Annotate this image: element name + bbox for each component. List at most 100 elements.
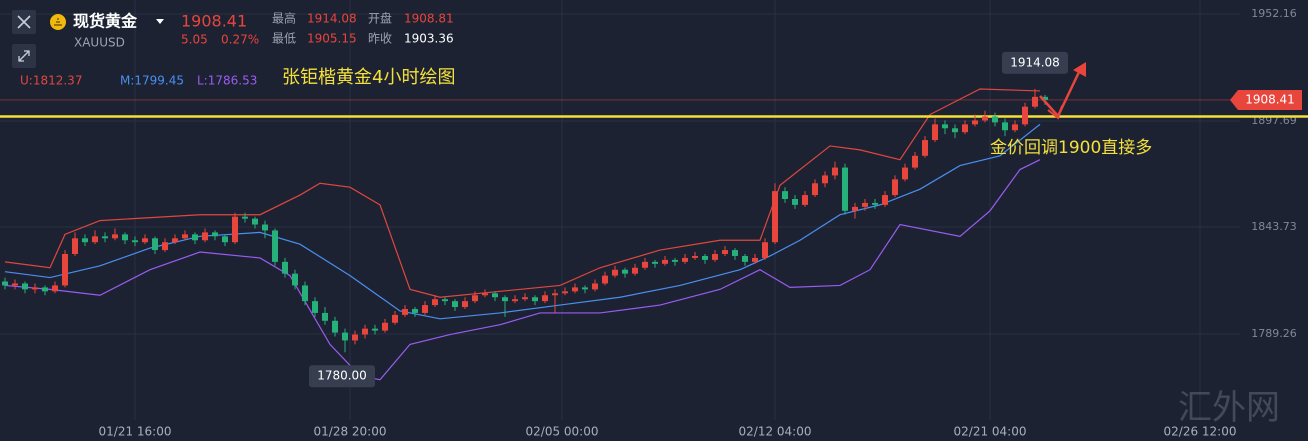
candle-body	[212, 232, 218, 237]
low-label: 最低	[272, 32, 296, 46]
x-tick-label: 02/21 04:00	[954, 425, 1027, 439]
candle-body	[192, 234, 198, 241]
candle-body	[12, 283, 18, 286]
candle-body	[1022, 106, 1028, 125]
candle-body	[632, 267, 638, 274]
chart-title: 张钜楷黄金4小时绘图	[282, 67, 455, 88]
candle-body	[652, 261, 658, 264]
candle-body	[422, 305, 428, 313]
candle-body	[32, 287, 38, 290]
candle-body	[502, 297, 508, 302]
y-tick-label: 1789.26	[1251, 327, 1297, 340]
candle-body	[842, 167, 848, 211]
high-label: 1914.08	[1010, 55, 1060, 69]
candle-body	[292, 273, 298, 286]
candle-body	[922, 140, 928, 156]
candle-body	[902, 167, 908, 180]
y-tick-label: 1952.16	[1251, 7, 1297, 20]
annotation: 金价回调1900直接多	[990, 138, 1152, 158]
symbol-dropdown[interactable]	[156, 19, 164, 24]
candle-body	[272, 230, 278, 262]
candle-body	[462, 301, 468, 308]
candle-body	[82, 238, 88, 243]
candle-body	[352, 334, 358, 341]
prev-close: 1903.36	[404, 32, 454, 46]
candle-body	[582, 287, 588, 290]
candle-body	[332, 320, 338, 333]
candle-body	[1032, 96, 1038, 107]
candle-body	[812, 183, 818, 196]
candle-body	[222, 236, 228, 243]
candle-body	[162, 242, 168, 251]
candle-body	[702, 255, 708, 260]
low-bubble	[309, 365, 375, 388]
candle-body	[622, 269, 628, 274]
header: 现货黄金 XAUUSD 1908.41 5.05 0.27% 最高 1914.0…	[12, 10, 454, 68]
price-tag-label: 1908.41	[1245, 92, 1295, 106]
watermark: 汇外网	[1178, 388, 1280, 428]
candle-body	[552, 293, 558, 296]
x-tick-label: 02/05 00:00	[526, 425, 599, 439]
candle-body	[122, 234, 128, 241]
shrink-icon	[18, 50, 30, 62]
candle-body	[592, 283, 598, 290]
price: 1908.41	[181, 12, 247, 31]
candle-body	[722, 250, 728, 255]
candle-body	[22, 283, 28, 290]
candle-body	[452, 301, 458, 308]
low: 1905.15	[307, 32, 357, 46]
candle-body	[72, 238, 78, 255]
candle-body	[382, 322, 388, 331]
candle-body	[112, 234, 118, 239]
candle-body	[342, 332, 348, 341]
symbol-code: XAUUSD	[74, 36, 125, 50]
candle-body	[492, 293, 498, 298]
candle-body	[932, 124, 938, 141]
candle-body	[872, 202, 878, 205]
candle-body	[322, 312, 328, 321]
candle-body	[232, 216, 238, 243]
candle-body	[132, 240, 138, 243]
candle-body	[202, 232, 208, 241]
candle-body	[152, 238, 158, 251]
candle-body	[472, 295, 478, 302]
candle-body	[412, 309, 418, 313]
candle-body	[852, 206, 858, 211]
high-label: 最高	[272, 11, 296, 26]
candle-body	[882, 195, 888, 205]
price-tag	[1230, 89, 1302, 110]
candle-body	[242, 216, 248, 219]
candle-body	[1012, 124, 1018, 131]
candle-body	[602, 275, 608, 284]
candle-body	[822, 175, 828, 184]
candle-body	[562, 291, 568, 294]
gold-icon-bars	[54, 18, 62, 26]
candle-body	[832, 167, 838, 176]
candle-body	[912, 155, 918, 168]
candle-body	[942, 124, 948, 129]
x-tick-label: 02/26 12:00	[1164, 425, 1237, 439]
candle-body	[142, 238, 148, 243]
candle-body	[362, 328, 368, 335]
candle-body	[442, 299, 448, 302]
candle-body	[62, 254, 68, 286]
open: 1908.81	[404, 12, 454, 26]
candle-body	[542, 295, 548, 302]
band-line	[4, 123, 1041, 320]
candle-body	[672, 259, 678, 262]
candle-body	[262, 224, 268, 231]
candle-body	[282, 261, 288, 274]
band-line	[4, 159, 1041, 381]
change-pct: 0.27%	[221, 33, 259, 47]
legend-entry: M:1799.45	[120, 74, 184, 88]
candle-body	[92, 236, 98, 243]
x-tick-label: 01/28 20:00	[314, 425, 387, 439]
candle-body	[432, 299, 438, 306]
candle-body	[612, 269, 618, 276]
candle-body	[782, 191, 788, 199]
candle-body	[572, 287, 578, 292]
band-line	[4, 88, 1041, 298]
